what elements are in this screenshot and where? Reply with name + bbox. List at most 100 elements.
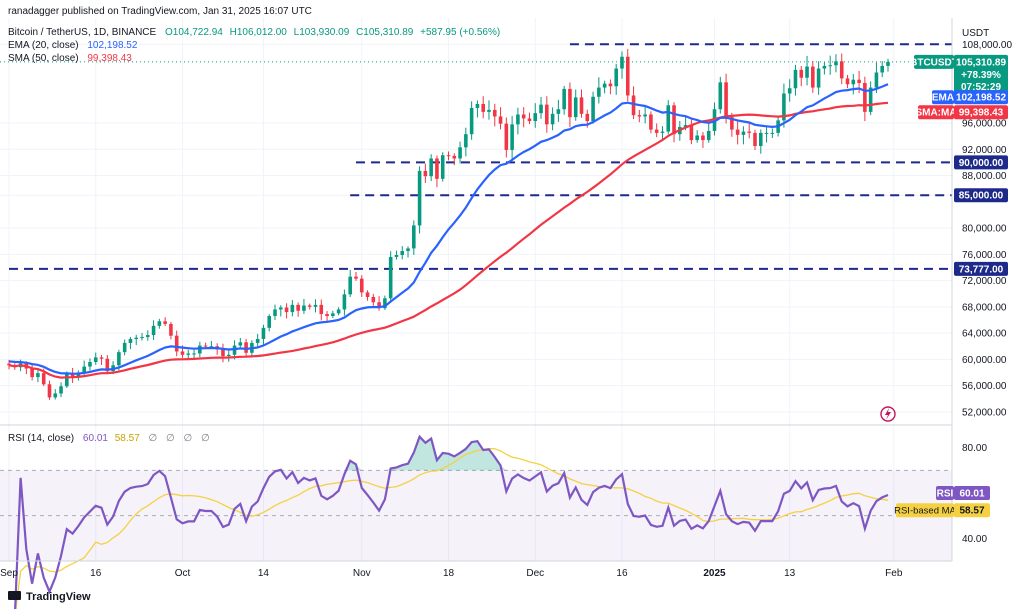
candle xyxy=(371,293,376,306)
candle xyxy=(556,99,561,122)
candle xyxy=(701,132,705,148)
candle-body xyxy=(53,393,58,398)
tradingview-logo: TradingView xyxy=(8,591,91,603)
candle xyxy=(597,77,601,104)
candle-body xyxy=(764,132,769,134)
candle-body xyxy=(654,129,659,133)
candle xyxy=(302,298,306,314)
candle-body xyxy=(741,131,746,135)
candle-body xyxy=(857,79,861,83)
candle xyxy=(521,107,526,128)
candle-body xyxy=(261,327,266,340)
candle xyxy=(400,246,405,260)
candle-body xyxy=(782,93,786,121)
candle xyxy=(157,318,162,329)
candle-body xyxy=(319,304,324,315)
candle xyxy=(799,66,804,87)
candle xyxy=(787,79,792,102)
time-tick-label: 14 xyxy=(258,568,270,579)
candle xyxy=(163,317,167,327)
sma-line xyxy=(8,101,889,379)
candle-body xyxy=(238,342,243,346)
candle xyxy=(527,112,532,125)
ema-value-label: 102,198.52 xyxy=(956,93,1006,104)
candle xyxy=(614,63,618,95)
candle xyxy=(134,334,139,346)
last-price-label: 105,310.89 xyxy=(956,57,1006,68)
level-label: 90,000.00 xyxy=(959,158,1004,169)
candle xyxy=(475,100,480,118)
candle-body xyxy=(371,296,376,303)
candle-body xyxy=(203,345,208,347)
rsi-ma-tag: RSI-based MA xyxy=(894,506,956,517)
candle xyxy=(758,129,763,154)
time-tick-label: Sep xyxy=(0,568,18,579)
candle-body xyxy=(417,170,422,226)
candle-body xyxy=(793,69,798,89)
time-tick-label: 16 xyxy=(90,568,102,579)
candle-body xyxy=(65,373,69,387)
candle-body xyxy=(198,345,202,354)
candle-body xyxy=(487,109,491,112)
ema-legend-value: 102,198.52 xyxy=(87,40,137,51)
rsi-fill-segment xyxy=(488,449,495,471)
candle-body xyxy=(816,68,821,88)
level-labels: 90,000.00 85,000.00 73,777.00 xyxy=(954,155,1008,276)
candle xyxy=(348,269,352,298)
price-tick-label: 64,000.00 xyxy=(962,329,1007,340)
candle-body xyxy=(325,314,329,317)
candle-body xyxy=(186,353,191,355)
price-tick-label: 68,000.00 xyxy=(962,302,1007,313)
ema-tag: EMA xyxy=(932,93,954,104)
candle xyxy=(279,305,283,317)
candle xyxy=(643,105,647,124)
candle xyxy=(793,64,798,96)
candle-body xyxy=(30,368,34,378)
candle-body xyxy=(822,65,827,69)
candle-body xyxy=(354,276,358,279)
ema-line xyxy=(8,83,889,375)
candle xyxy=(828,55,832,75)
candle-body xyxy=(140,337,144,339)
candle xyxy=(226,348,231,362)
candle-body xyxy=(839,61,844,79)
candle xyxy=(452,153,457,166)
candle-body xyxy=(886,61,890,66)
candle xyxy=(70,368,75,383)
candle xyxy=(221,343,225,363)
candle-body xyxy=(880,65,885,73)
candle xyxy=(267,314,272,332)
candle-body xyxy=(273,309,277,317)
candle-body xyxy=(799,69,804,78)
level-label-box xyxy=(954,188,1008,203)
rsi-tag: RSI xyxy=(937,488,954,499)
candle-body xyxy=(527,118,532,122)
candle-body xyxy=(845,78,850,85)
candle-body xyxy=(99,357,104,359)
candle xyxy=(417,166,422,234)
rsi-ma-tag-box xyxy=(896,503,954,518)
candle xyxy=(140,333,144,341)
price-tick-label: 56,000.00 xyxy=(962,381,1007,392)
candle xyxy=(706,122,711,143)
candle-body xyxy=(585,113,590,122)
candle xyxy=(602,80,607,94)
candle-body xyxy=(169,323,173,336)
candle-body xyxy=(481,103,485,112)
candle xyxy=(30,364,34,381)
candle xyxy=(325,311,329,323)
candle-body xyxy=(620,56,624,69)
candle xyxy=(36,370,40,383)
candle xyxy=(429,154,433,182)
level-label-box xyxy=(954,155,1008,170)
rsi-fill-segment xyxy=(454,452,461,471)
lightning-icon[interactable] xyxy=(880,406,896,422)
candle-body xyxy=(359,278,364,293)
rsi-tick-label: 40.00 xyxy=(962,534,987,545)
candle xyxy=(388,251,393,301)
publisher-text: ranadagger published on TradingView.com,… xyxy=(8,6,312,17)
candle-body xyxy=(851,79,856,85)
sma-value-label: 99,398.43 xyxy=(959,108,1004,119)
